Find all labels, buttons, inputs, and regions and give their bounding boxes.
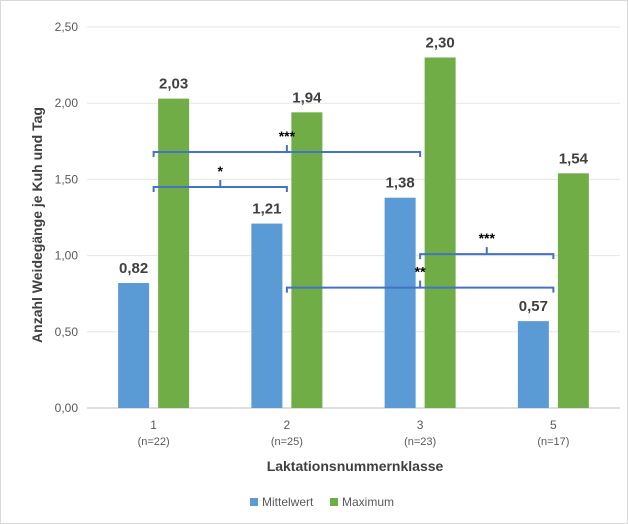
data-label: 2,03	[159, 76, 188, 93]
legend-swatch-maximum	[330, 498, 338, 506]
x-category-label: 3	[417, 418, 424, 432]
significance-label: *	[218, 163, 224, 179]
y-tick-label: 2,00	[55, 96, 79, 110]
y-tick-label: 1,00	[55, 249, 79, 263]
data-labels: 0,82 1,21 1,38 0,57 2,03 1,94 2,30 1,54	[119, 34, 589, 315]
x-axis-title: Laktationsnummernklasse	[267, 458, 444, 474]
significance-bracket	[152, 180, 288, 193]
significance-label: **	[415, 264, 426, 280]
x-category-n-label: (n=22)	[138, 436, 170, 448]
data-label: 0,82	[119, 260, 148, 277]
data-label: 1,21	[252, 201, 281, 218]
y-tick-label: 1,50	[55, 172, 79, 186]
y-tick-label: 2,50	[55, 20, 79, 34]
data-label: 1,38	[386, 175, 415, 192]
significance-bracket	[419, 247, 555, 260]
legend: Mittelwert Maximum	[250, 495, 394, 509]
data-label: 0,57	[519, 298, 548, 315]
bar-mittelwert-3	[384, 197, 416, 408]
significance-bracket	[152, 144, 422, 157]
x-category-n-label: (n=23)	[404, 436, 436, 448]
data-label: 2,30	[426, 34, 455, 51]
y-tick-label: 0,00	[55, 401, 79, 415]
x-axis-categories: 1 (n=22) 2 (n=25) 3 (n=23) 5 (n=17)	[138, 418, 570, 448]
bar-maximum-3	[424, 57, 456, 408]
y-axis-ticks: 0,00 0,50 1,00 1,50 2,00 2,50	[55, 20, 79, 415]
legend-swatch-mittelwert	[250, 498, 258, 506]
x-category-n-label: (n=17)	[537, 436, 569, 448]
significance-label: ***	[479, 230, 496, 246]
data-label: 1,54	[559, 150, 589, 167]
significance-label: ***	[279, 128, 296, 144]
bar-maximum-1	[158, 98, 190, 409]
legend-label: Maximum	[342, 495, 394, 509]
x-category-n-label: (n=25)	[271, 436, 303, 448]
y-tick-label: 0,50	[55, 325, 79, 339]
bars	[118, 57, 589, 409]
bar-mittelwert-2	[251, 223, 283, 408]
significance-brackets: *********	[152, 128, 555, 293]
x-category-label: 2	[284, 418, 291, 432]
legend-label: Mittelwert	[262, 495, 314, 509]
bar-maximum-5	[557, 173, 589, 408]
x-category-label: 5	[550, 418, 557, 432]
data-label: 1,94	[292, 89, 322, 106]
bar-mittelwert-5	[517, 321, 549, 408]
significance-bracket	[285, 280, 555, 293]
bar-mittelwert-1	[118, 283, 150, 408]
bar-maximum-2	[291, 112, 323, 409]
y-axis-title: Anzahl Weidegänge je Kuh und Tag	[29, 107, 45, 343]
x-category-label: 1	[150, 418, 157, 432]
